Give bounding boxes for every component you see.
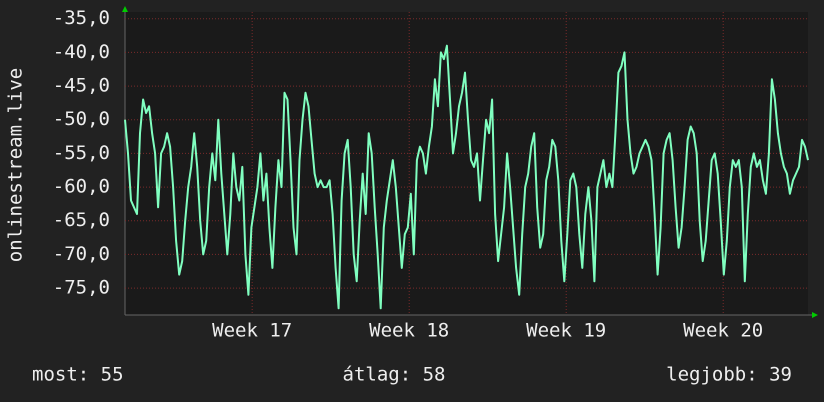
y-tick-label: -40,0 bbox=[53, 41, 110, 63]
footer-max: legjobb: 39 bbox=[666, 364, 792, 386]
y-axis-label: onlinestream.live bbox=[5, 68, 27, 262]
y-tick-label: -45,0 bbox=[53, 75, 110, 97]
x-arrow bbox=[812, 312, 818, 318]
x-tick-label: Week 19 bbox=[526, 320, 606, 342]
footer-average: átlag: 58 bbox=[343, 364, 446, 386]
y-arrow bbox=[122, 6, 128, 12]
x-tick-label: Week 18 bbox=[369, 320, 449, 342]
plot-area bbox=[125, 12, 808, 315]
y-tick-label: -75,0 bbox=[53, 277, 110, 299]
y-tick-label: -35,0 bbox=[53, 7, 110, 29]
y-tick-label: -70,0 bbox=[53, 243, 110, 265]
y-tick-label: -60,0 bbox=[53, 176, 110, 198]
y-tick-label: -55,0 bbox=[53, 142, 110, 164]
x-tick-label: Week 17 bbox=[212, 320, 292, 342]
data-line bbox=[124, 44, 809, 310]
footer-current: most: 55 bbox=[32, 364, 124, 386]
y-tick-label: -50,0 bbox=[53, 108, 110, 130]
y-tick-label: -65,0 bbox=[53, 209, 110, 231]
x-tick-label: Week 20 bbox=[683, 320, 763, 342]
